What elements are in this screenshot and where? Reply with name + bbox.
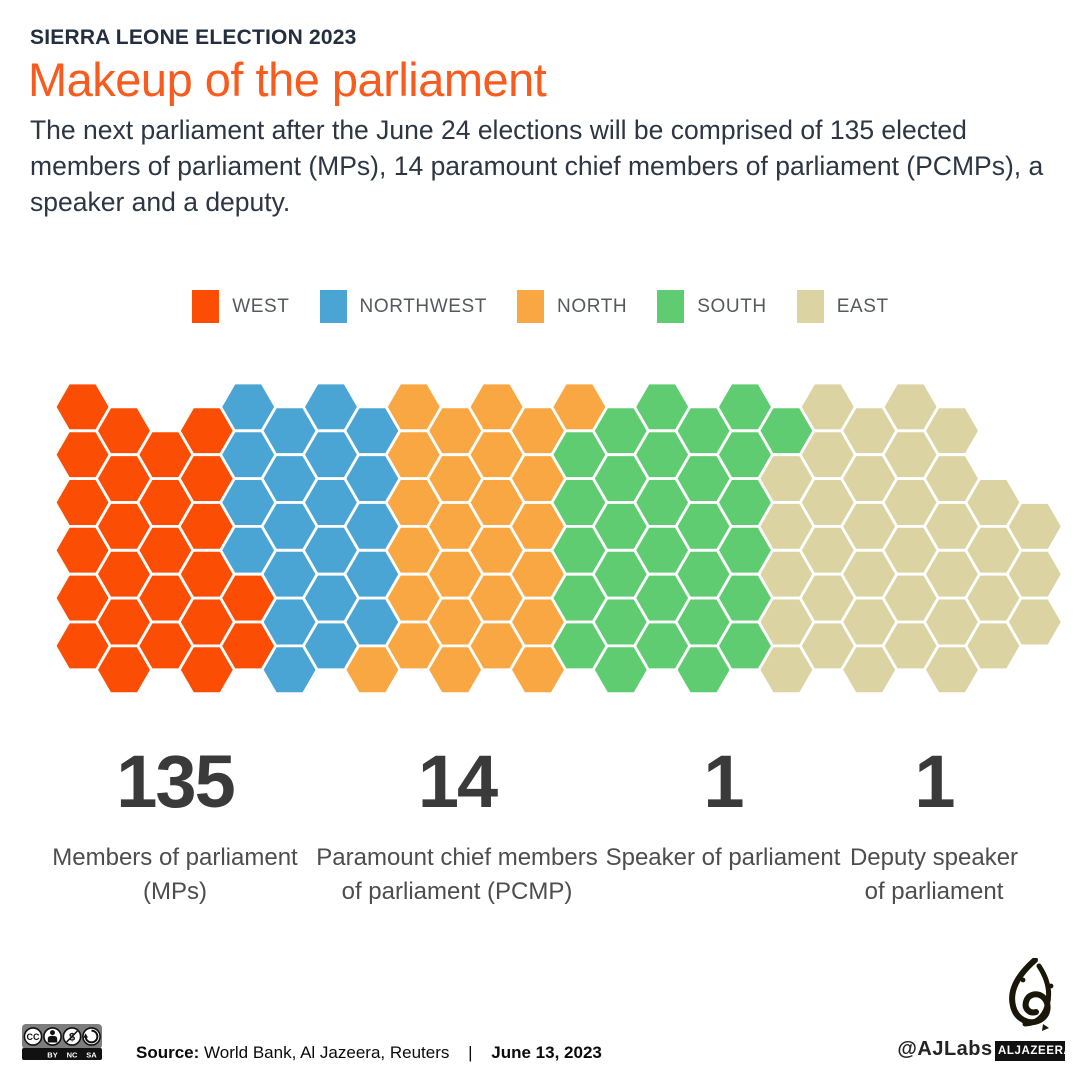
stat-label: Speaker of parliament bbox=[605, 844, 841, 871]
cc-term-nc: NC bbox=[67, 1051, 78, 1060]
stat-value: 1 bbox=[703, 740, 744, 823]
svg-text:CC: CC bbox=[27, 1032, 40, 1042]
source-line: Source: World Bank, Al Jazeera, Reuters … bbox=[136, 1043, 602, 1063]
stat-value: 1 bbox=[914, 740, 955, 823]
source-text: World Bank, Al Jazeera, Reuters bbox=[204, 1043, 450, 1062]
legend-item-north: NORTH bbox=[517, 290, 627, 323]
stat-label: Paramount chief members of parliament (P… bbox=[316, 844, 598, 906]
stat-label: Deputy speaker of parliament bbox=[849, 844, 1019, 906]
legend-label: WEST bbox=[232, 295, 290, 317]
source-label: Source: bbox=[136, 1043, 200, 1062]
west-swatch bbox=[192, 290, 220, 323]
creative-commons-badge: CC $ BY NC SA bbox=[22, 1024, 102, 1065]
stat-deputy-speaker: 1 Deputy speaker of parliament bbox=[839, 745, 1029, 909]
cc-icon bbox=[23, 1027, 43, 1046]
east-swatch bbox=[796, 290, 824, 323]
north-swatch bbox=[517, 290, 545, 323]
stat-label: Members of parliament (MPs) bbox=[52, 844, 298, 906]
stat-speaker: 1 Speaker of parliament bbox=[583, 745, 863, 875]
ajlabs-credit: @AJLabs bbox=[897, 1038, 993, 1060]
legend-item-northwest: NORTHWEST bbox=[319, 290, 488, 323]
stat-mps: 135 Members of parliament (MPs) bbox=[35, 745, 315, 909]
page-title: Makeup of the parliament bbox=[28, 53, 547, 106]
seat-hex bbox=[1005, 596, 1065, 648]
parliament-hex-cartogram bbox=[53, 381, 1065, 696]
kicker: SIERRA LEONE ELECTION 2023 bbox=[30, 26, 357, 49]
stat-value: 14 bbox=[417, 740, 498, 823]
aljazeera-wordmark: ALJAZEERA bbox=[995, 1041, 1072, 1061]
intro-paragraph: The next parliament after the June 24 el… bbox=[30, 115, 1044, 217]
stat-value: 135 bbox=[116, 740, 235, 823]
source-date: June 13, 2023 bbox=[491, 1043, 602, 1062]
legend-item-east: EAST bbox=[796, 290, 889, 323]
legend-item-south: SOUTH bbox=[657, 290, 767, 323]
legend-label: NORTH bbox=[557, 295, 628, 317]
cc-term-sa: SA bbox=[86, 1051, 97, 1060]
legend-label: SOUTH bbox=[697, 295, 767, 317]
stat-pcmp: 14 Paramount chief members of parliament… bbox=[307, 745, 607, 909]
aljazeera-flame-icon bbox=[1009, 957, 1054, 1031]
legend-label: NORTHWEST bbox=[359, 295, 488, 317]
legend-item-west: WEST bbox=[192, 290, 289, 323]
legend: WEST NORTHWEST NORTH SOUTH EAST bbox=[0, 290, 1081, 323]
aljazeera-logo: ALJAZEERA bbox=[995, 957, 1072, 1061]
northwest-swatch bbox=[319, 290, 347, 323]
legend-label: EAST bbox=[836, 295, 889, 317]
cc-badge-bg bbox=[22, 1024, 102, 1049]
south-swatch bbox=[657, 290, 685, 323]
cc-term-by: BY bbox=[47, 1051, 57, 1060]
source-divider: | bbox=[468, 1043, 473, 1062]
